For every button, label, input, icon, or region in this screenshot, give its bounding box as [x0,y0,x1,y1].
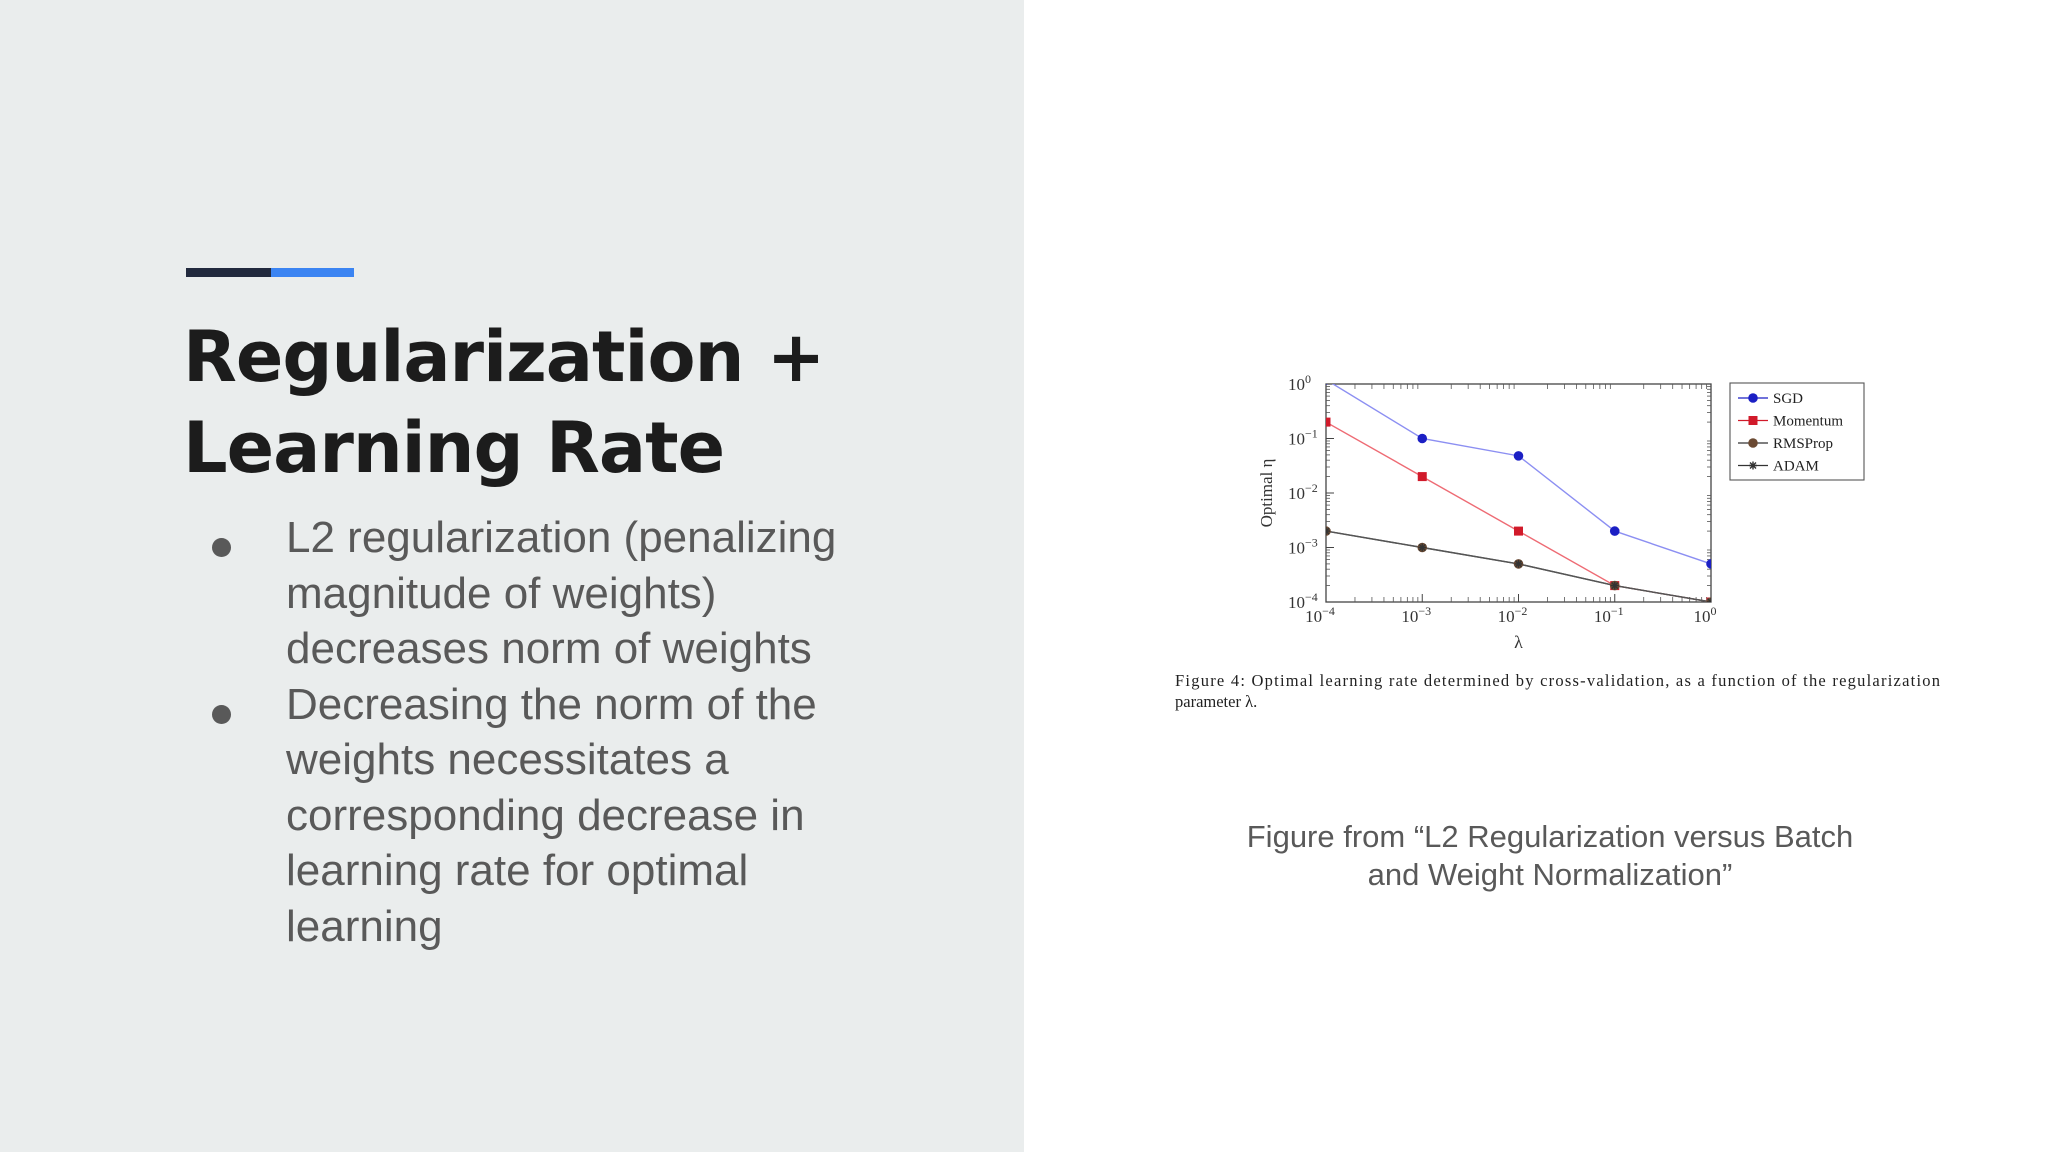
x-tick-label: 10−3 [1401,604,1431,626]
left-panel [0,0,1024,1152]
y-tick-label: 10−2 [1288,481,1318,503]
data-point [1513,451,1524,461]
title-accent-dark [186,268,271,277]
data-point [1610,581,1619,590]
data-point [1326,384,1329,385]
bullet-list: L2 regularization (penalizing magnitude … [200,510,880,954]
data-point [1514,526,1523,536]
plot-area [1326,384,1711,602]
chart: 10−4 10−3 10−2 10−1 10010010−110−210−310−4λO… [1175,372,1940,711]
y-axis-label: Optimal η [1257,459,1276,528]
data-point [1748,416,1758,425]
series-line [1326,421,1711,602]
figure-image: 10−4 10−3 10−2 10−1 100 100 10−1 10−2 10−3 10−4 λ O… [1160,360,1940,720]
x-tick-label: 10−1 [1594,604,1624,626]
legend-label: RMSProp [1773,436,1833,452]
source-caption-line-1: Figure from “L2 Regularization versus Ba… [1246,819,1854,854]
slide-title: Regularization + Learning Rate [183,312,963,494]
plot-frame [1325,383,1712,603]
legend-label: ADAM [1773,459,1819,475]
x-axis-label: λ [1514,632,1523,652]
data-point [1514,559,1523,568]
bullet-text: Decreasing the norm of the weights neces… [286,679,817,951]
legend-label: Momentum [1773,414,1843,430]
data-point [1326,527,1330,536]
data-point [1706,559,1711,569]
slide-title-line-1: Regularization + [183,316,825,398]
y-tick-label: 10−3 [1288,536,1318,558]
slide-title-line-2: Learning Rate [183,407,725,489]
data-point [1417,433,1428,444]
legend-label: SGD [1773,391,1803,407]
data-point [1609,526,1620,536]
bullet-item: Decreasing the norm of the weights neces… [200,677,880,955]
source-caption-line-2: and Weight Normalization” [1367,857,1733,892]
data-point [1418,543,1427,552]
bullet-dot-icon [212,704,231,724]
bullet-text: L2 regularization (penalizing magnitude … [286,513,837,673]
title-accent-blue [271,268,354,277]
y-tick-label: 10−1 [1288,427,1318,449]
figure-caption-line: parameter λ. [1175,692,1257,711]
data-point [1748,438,1758,448]
figure-source-caption: Figure from “L2 Regularization versus Ba… [1200,818,1900,894]
data-point [1749,461,1757,470]
series-line [1331,384,1711,565]
bullet-item: L2 regularization (penalizing magnitude … [200,510,880,677]
x-tick-label: 100 [1694,604,1717,626]
data-point [1748,393,1758,403]
x-tick-label: 10−2 [1498,604,1528,626]
bullet-dot-icon [212,538,231,557]
y-tick-label: 100 [1288,372,1311,394]
data-point [1326,417,1331,427]
data-point [1707,598,1711,602]
figure-caption-line: Figure 4: Optimal learning rate determin… [1175,671,1940,690]
data-point [1417,472,1427,482]
x-tick-label: 10−4 [1305,604,1335,626]
